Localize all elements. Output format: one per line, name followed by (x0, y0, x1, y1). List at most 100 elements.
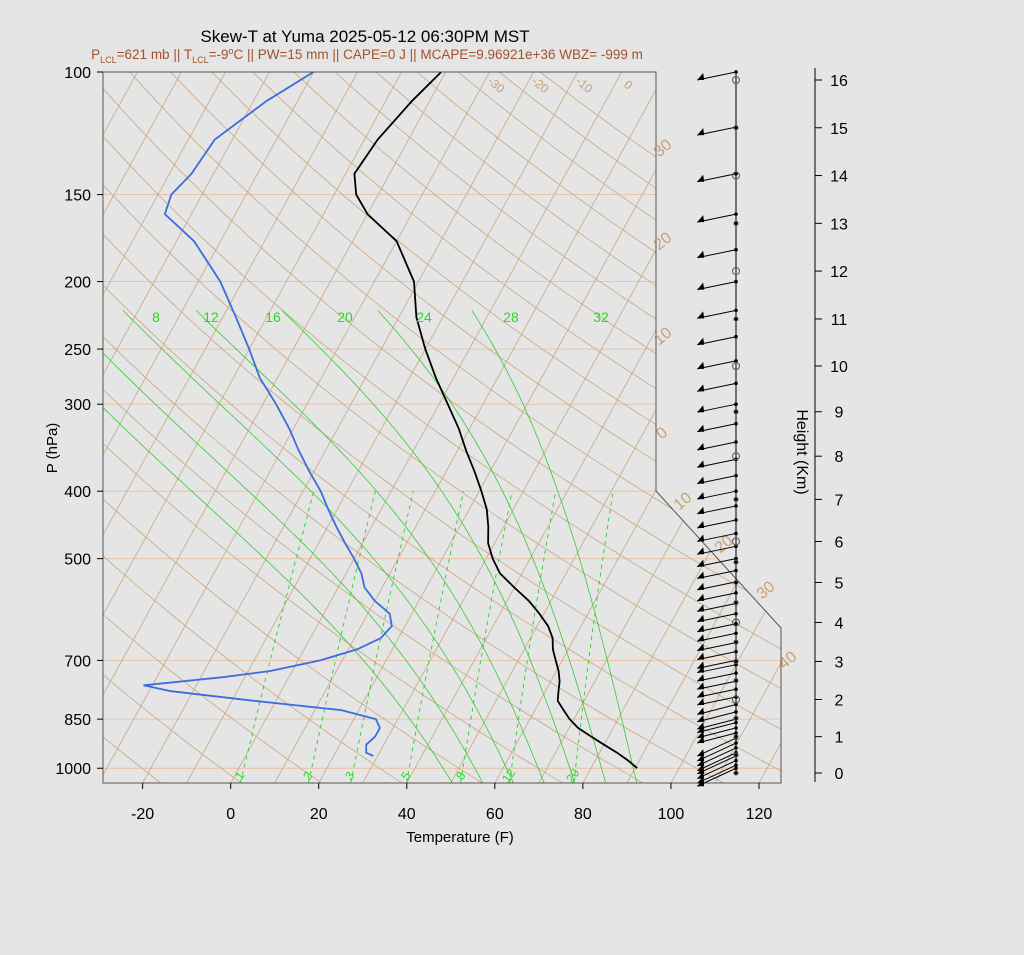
height-tick-label: 2 (835, 693, 844, 710)
moist-adiabat-label: 20 (337, 309, 353, 325)
height-marker (732, 537, 740, 546)
p-tick-label: 250 (64, 342, 91, 359)
height-tick-label: 6 (835, 534, 844, 551)
wind-barb-dot (734, 440, 738, 444)
subtitle-tlcl-sub: LCL (192, 55, 209, 65)
moist-adiabat-label: 28 (503, 309, 519, 325)
isotherm-line (103, 72, 200, 783)
isotherm-line (662, 72, 781, 783)
height-tick-label: 0 (835, 766, 844, 783)
mixing-ratio-line (308, 491, 376, 783)
isotherm-line (618, 72, 781, 783)
wind-barb-flag (697, 690, 705, 698)
series-group (143, 72, 638, 769)
dry-adiabat (103, 72, 180, 783)
dry-adiabat (141, 72, 781, 783)
dry-adiabat (103, 72, 781, 783)
chart-subtitle: PLCL=621 mb || TLCL=-9oC || PW=15 mm || … (91, 46, 643, 65)
dry-adiabat (103, 72, 781, 783)
wind-barb-dot (734, 531, 738, 536)
wind-barb-flag (697, 614, 705, 622)
height-tick-label: 11 (831, 312, 848, 329)
isotherm-line (178, 72, 596, 783)
height-tick-label: 13 (830, 216, 848, 233)
height-marker (732, 452, 740, 461)
p-tick-label: 100 (64, 65, 91, 82)
wind-barb-dot (734, 702, 738, 707)
moist-adiabat (195, 310, 546, 783)
height-marker (733, 220, 739, 226)
wind-barb-dot (734, 171, 738, 176)
height-tick-label: 14 (830, 169, 848, 186)
subtitle-rest: C || PW=15 mm || CAPE=0 J || MCAPE=9.969… (234, 47, 643, 62)
wind-barb-dot (734, 591, 738, 595)
height-axis-label: Height (Km) (793, 409, 810, 494)
wind-barb-flag (697, 476, 705, 484)
wind-barb-dot (734, 662, 738, 667)
subtitle-plcl-value: =621 mb || T (117, 47, 192, 62)
wind-barb-flag (697, 361, 705, 369)
height-marker (732, 267, 740, 276)
height-tick-label: 1 (835, 730, 844, 747)
chart-title: Skew-T at Yuma 2025-05-12 06:30PM MST (200, 27, 529, 46)
wind-barb-flag (697, 460, 705, 468)
height-marker (733, 639, 739, 645)
wind-barb-flag (697, 604, 705, 612)
dry-adiabat (103, 72, 669, 783)
wind-barb-dot (734, 334, 738, 339)
wind-barb-dot (734, 473, 738, 478)
wind-barb-dot (734, 308, 738, 313)
wind-barb-dot (734, 758, 738, 763)
wind-barb-dot (734, 726, 738, 730)
wind-barb-dot (734, 212, 738, 216)
mixing-ratio-line (350, 491, 414, 783)
subtitle-lcl-sub: LCL (100, 55, 117, 65)
wind-barb-dot (734, 279, 738, 284)
wind-barb-dot (734, 766, 738, 771)
wind-barb-flag (697, 443, 705, 451)
wind-barb-dot (734, 489, 738, 493)
wind-barb-dot (734, 710, 738, 714)
p-tick-label: 700 (64, 653, 91, 670)
wind-barb-flag (697, 634, 705, 642)
isotherm-line (103, 72, 420, 783)
wind-barb-flag (697, 492, 705, 500)
wind-barb-flag (697, 337, 705, 345)
mixing-ratio-line (460, 491, 513, 783)
wind-barb-flag (697, 250, 705, 258)
p-tick-label: 500 (64, 552, 91, 569)
wind-barb-flag (697, 282, 705, 290)
wind-barb-dot (734, 731, 738, 735)
dry-adiabat (103, 72, 781, 783)
dry-adiabat (220, 72, 781, 783)
x-tick-label: 40 (398, 806, 416, 823)
p-tick-label: 400 (64, 484, 91, 501)
dry-adiabat (103, 72, 506, 783)
p-tick-label: 300 (64, 397, 91, 414)
dry-adiabat (103, 72, 424, 783)
wind-barb-flag (697, 215, 705, 223)
height-marker (733, 715, 739, 721)
height-tick-label: 12 (830, 264, 848, 281)
isotherm-line (103, 72, 376, 783)
wind-barb-dot (734, 504, 738, 508)
wind-barb-dot (734, 611, 738, 616)
wind-barb-flag (697, 405, 705, 413)
wind-barb-flag (697, 722, 705, 730)
p-tick-label: 150 (64, 188, 91, 205)
wind-barb-flag (697, 521, 705, 529)
height-tick-label: 10 (830, 359, 848, 376)
wind-barb-dot (734, 671, 738, 675)
height-marker (733, 600, 739, 606)
isotherm-line (103, 72, 332, 783)
wind-barb-dot (734, 381, 738, 386)
moist-adiabat-label: 16 (265, 309, 281, 325)
mixing-ratio-line (509, 491, 557, 783)
moist-adiabat (103, 310, 455, 783)
moist-adiabat (377, 310, 607, 783)
wind-barb-flag (697, 424, 705, 432)
height-marker (733, 752, 739, 758)
x-tick-label: 120 (746, 806, 773, 823)
